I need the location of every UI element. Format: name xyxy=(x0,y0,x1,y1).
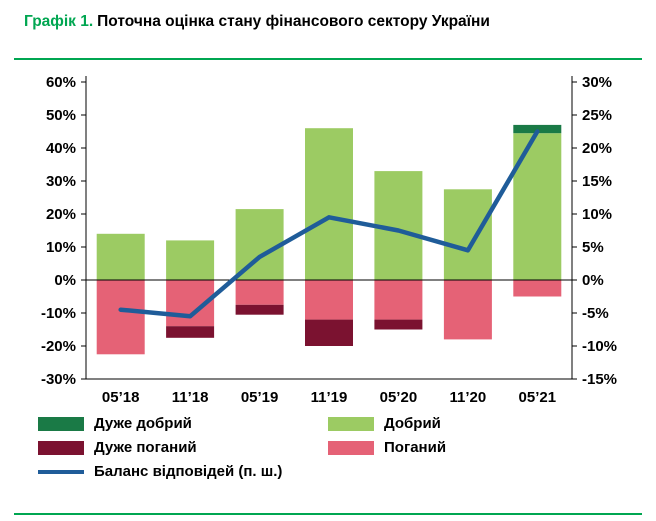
svg-text:0%: 0% xyxy=(582,272,604,289)
legend-item-bad: Поганий xyxy=(328,439,618,456)
svg-text:10%: 10% xyxy=(46,239,76,256)
legend-label-very-bad: Дуже поганий xyxy=(94,439,197,456)
svg-text:20%: 20% xyxy=(582,140,612,157)
svg-text:-10%: -10% xyxy=(582,338,617,355)
legend-item-very-bad: Дуже поганий xyxy=(38,439,328,456)
svg-text:11’19: 11’19 xyxy=(311,389,348,406)
chart-area: 60% 50% 40% 30% 20% 10% 0% -10% -20% -30% 30% 25% 20… xyxy=(0,62,656,415)
chart-svg: 60% 50% 40% 30% 20% 10% 0% -10% -20% -30% 30% 25% 20… xyxy=(41,74,617,406)
chart-legend: Дуже добрий Добрий Дуже поганий Поганий … xyxy=(38,415,618,480)
legend-label-good: Добрий xyxy=(384,415,441,432)
svg-text:11’20: 11’20 xyxy=(450,389,487,406)
svg-text:50%: 50% xyxy=(46,107,76,124)
svg-text:30%: 30% xyxy=(582,74,612,91)
chart-title: Графік 1. Поточна оцінка стану фінансовог… xyxy=(0,0,656,32)
chart-title-text: Поточна оцінка стану фінансового сектору… xyxy=(97,13,490,30)
svg-text:05’20: 05’20 xyxy=(380,389,418,406)
legend-item-very-good: Дуже добрий xyxy=(38,415,328,432)
legend-item-good: Добрий xyxy=(328,415,618,432)
svg-text:5%: 5% xyxy=(582,239,604,256)
svg-text:-10%: -10% xyxy=(41,305,76,322)
svg-text:05’21: 05’21 xyxy=(519,389,557,406)
svg-text:05’19: 05’19 xyxy=(241,389,279,406)
svg-text:-20%: -20% xyxy=(41,338,76,355)
svg-text:15%: 15% xyxy=(582,173,612,190)
legend-swatch-very-bad xyxy=(38,440,84,455)
svg-text:05’18: 05’18 xyxy=(102,389,140,406)
legend-swatch-good xyxy=(328,416,374,431)
svg-text:-5%: -5% xyxy=(582,305,609,322)
legend-swatch-bad xyxy=(328,440,374,455)
legend-swatch-balance-line xyxy=(38,469,84,474)
legend-label-bad: Поганий xyxy=(384,439,447,456)
svg-text:25%: 25% xyxy=(582,107,612,124)
svg-text:11’18: 11’18 xyxy=(172,389,209,406)
svg-text:20%: 20% xyxy=(46,206,76,223)
svg-text:40%: 40% xyxy=(46,140,76,157)
svg-text:30%: 30% xyxy=(46,173,76,190)
legend-item-balance: Баланс відповідей (п. ш.) xyxy=(38,463,618,480)
svg-text:10%: 10% xyxy=(582,206,612,223)
top-divider xyxy=(14,58,642,60)
legend-label-balance: Баланс відповідей (п. ш.) xyxy=(94,463,283,480)
svg-text:-15%: -15% xyxy=(582,371,617,388)
legend-label-very-good: Дуже добрий xyxy=(94,415,192,432)
legend-swatch-very-good xyxy=(38,416,84,431)
bottom-divider xyxy=(14,513,642,515)
chart-title-prefix: Графік 1. xyxy=(24,13,94,30)
svg-text:60%: 60% xyxy=(46,74,76,91)
svg-text:0%: 0% xyxy=(54,272,76,289)
svg-text:-30%: -30% xyxy=(41,371,76,388)
